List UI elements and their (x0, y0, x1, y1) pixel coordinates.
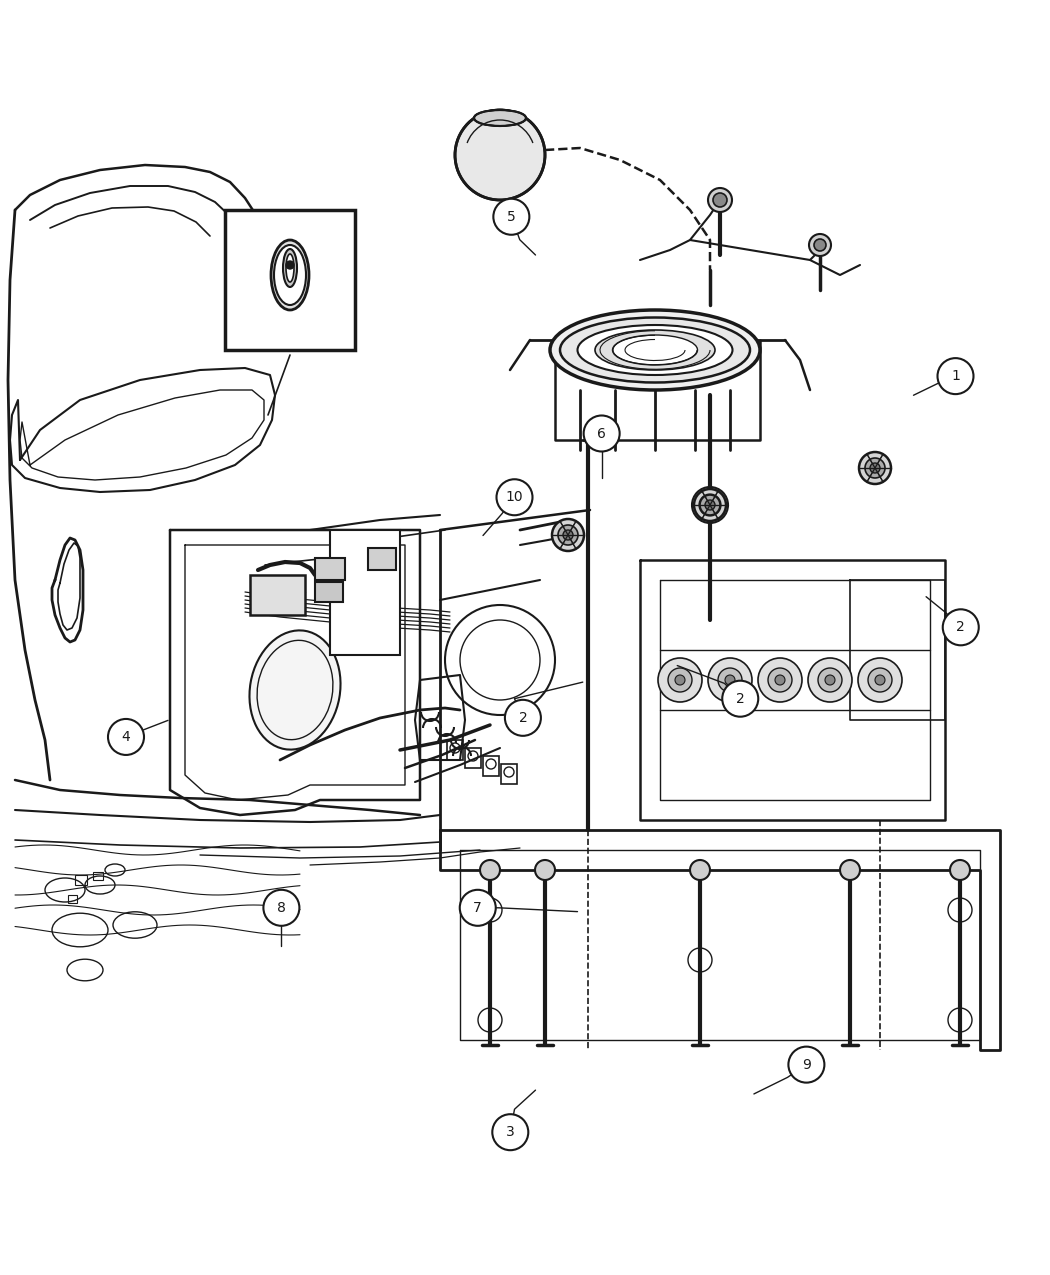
Circle shape (690, 861, 710, 880)
Circle shape (768, 668, 792, 692)
Circle shape (560, 527, 576, 543)
Ellipse shape (550, 310, 760, 390)
Ellipse shape (274, 245, 306, 305)
Circle shape (708, 658, 752, 703)
Circle shape (492, 1114, 528, 1150)
Ellipse shape (250, 630, 340, 750)
Bar (501, 764, 517, 784)
Bar (225, 210, 355, 351)
Text: 4: 4 (122, 731, 130, 743)
Bar (447, 740, 463, 760)
Circle shape (536, 861, 555, 880)
Circle shape (692, 487, 728, 523)
Circle shape (708, 187, 732, 212)
Circle shape (859, 453, 891, 484)
Text: 6: 6 (597, 427, 606, 440)
Text: 2: 2 (736, 692, 744, 705)
Bar (75, 875, 87, 885)
Circle shape (497, 479, 532, 515)
Circle shape (700, 495, 720, 515)
Ellipse shape (286, 254, 294, 282)
Text: 3: 3 (506, 1126, 514, 1139)
Circle shape (840, 861, 860, 880)
Circle shape (875, 674, 885, 685)
Text: 9: 9 (802, 1058, 811, 1071)
Circle shape (668, 668, 692, 692)
Ellipse shape (560, 317, 750, 382)
Bar (93, 872, 103, 880)
Circle shape (938, 358, 973, 394)
Circle shape (950, 861, 970, 880)
Circle shape (658, 658, 702, 703)
Circle shape (814, 238, 826, 251)
Circle shape (694, 490, 726, 521)
Circle shape (494, 199, 529, 235)
Circle shape (818, 668, 842, 692)
Circle shape (563, 530, 573, 541)
Circle shape (858, 658, 902, 703)
Circle shape (108, 719, 144, 755)
Circle shape (480, 861, 500, 880)
Circle shape (724, 674, 735, 685)
Circle shape (713, 193, 727, 207)
Circle shape (758, 658, 802, 703)
Circle shape (808, 658, 852, 703)
Circle shape (825, 674, 835, 685)
Circle shape (866, 459, 883, 477)
Ellipse shape (595, 330, 715, 370)
Circle shape (675, 674, 685, 685)
Ellipse shape (284, 249, 297, 287)
Circle shape (718, 668, 742, 692)
Circle shape (264, 890, 299, 926)
Circle shape (722, 681, 758, 717)
Ellipse shape (612, 335, 697, 365)
Bar (250, 575, 304, 615)
Circle shape (789, 1047, 824, 1082)
Bar (465, 748, 481, 768)
Circle shape (870, 463, 880, 473)
Ellipse shape (578, 325, 733, 375)
Text: 2: 2 (957, 621, 965, 634)
Ellipse shape (474, 110, 526, 126)
Bar (315, 581, 343, 602)
Circle shape (808, 235, 831, 256)
Bar (330, 530, 400, 655)
Text: 8: 8 (277, 901, 286, 914)
Circle shape (505, 700, 541, 736)
Circle shape (943, 609, 979, 645)
Circle shape (554, 521, 582, 550)
Circle shape (455, 110, 545, 200)
Circle shape (865, 458, 885, 478)
Circle shape (861, 454, 889, 482)
Circle shape (552, 519, 584, 551)
Text: 2: 2 (519, 711, 527, 724)
Ellipse shape (271, 240, 309, 310)
Text: 10: 10 (506, 491, 523, 504)
Bar (368, 548, 396, 570)
Bar (483, 756, 499, 776)
Text: 5: 5 (507, 210, 516, 223)
Circle shape (699, 495, 720, 516)
Circle shape (775, 674, 785, 685)
Text: 1: 1 (951, 370, 960, 382)
Circle shape (868, 668, 892, 692)
Bar (68, 895, 77, 903)
Circle shape (558, 525, 578, 544)
Circle shape (584, 416, 620, 451)
Text: 7: 7 (474, 901, 482, 914)
Circle shape (286, 261, 294, 269)
Circle shape (460, 890, 496, 926)
Circle shape (705, 500, 715, 510)
Bar (315, 558, 345, 580)
